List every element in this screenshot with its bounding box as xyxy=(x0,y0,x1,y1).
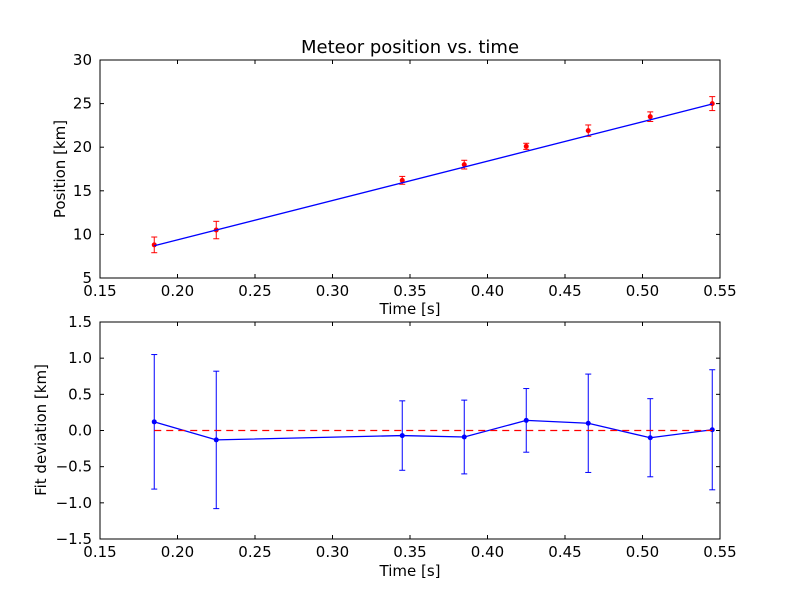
y-tick-label: 0.5 xyxy=(68,385,92,403)
data-point xyxy=(523,143,529,149)
data-point xyxy=(399,177,405,183)
y-tick-label: 0.0 xyxy=(68,422,92,440)
x-axis-label: Time [s] xyxy=(379,562,441,580)
data-point xyxy=(647,435,653,441)
position-plot: Meteor position vs. time Time [s] Positi… xyxy=(51,37,737,318)
y-axis-label: Fit deviation [km] xyxy=(32,364,50,496)
x-tick-label: 0.20 xyxy=(161,543,194,561)
y-tick-label: 5 xyxy=(82,269,92,287)
y-tick-label: 20 xyxy=(73,138,92,156)
x-tick-label: 0.20 xyxy=(161,282,194,300)
data-point xyxy=(399,433,405,439)
x-tick-label: 0.55 xyxy=(703,282,736,300)
x-tick-label: 0.25 xyxy=(238,543,271,561)
data-point xyxy=(213,437,219,443)
data-point xyxy=(461,434,467,440)
x-tick-label: 0.15 xyxy=(83,543,116,561)
data-point xyxy=(151,242,157,248)
x-tick-label: 0.55 xyxy=(703,543,736,561)
data-point xyxy=(647,114,653,120)
linear-fit-line xyxy=(154,103,713,247)
deviation-plot: Time [s] Fit deviation [km] 0.15 0.20 0.25… xyxy=(32,313,737,580)
data-point xyxy=(523,417,529,423)
x-tick-label: 0.40 xyxy=(471,543,504,561)
residuals-line xyxy=(154,419,713,441)
y-tick-label: 1.5 xyxy=(68,313,92,331)
x-tick-label: 0.45 xyxy=(548,282,581,300)
y-tick-label: 15 xyxy=(73,182,92,200)
x-tick-label: 0.30 xyxy=(316,543,349,561)
x-tick-label: 0.50 xyxy=(626,282,659,300)
data-point xyxy=(709,427,715,433)
y-tick-label: 25 xyxy=(73,95,92,113)
y-tick-label: 1.0 xyxy=(68,349,92,367)
x-tick-label: 0.35 xyxy=(393,282,426,300)
y-tick-label: −0.5 xyxy=(56,458,92,476)
x-tick-label: 0.35 xyxy=(393,543,426,561)
y-tick-label: −1.5 xyxy=(56,530,92,548)
y-tick-label: 10 xyxy=(73,225,92,243)
x-tick-label: 0.30 xyxy=(316,282,349,300)
data-point xyxy=(709,101,715,107)
x-tick-label: 0.15 xyxy=(83,282,116,300)
data-point xyxy=(151,419,157,425)
x-tick-label: 0.40 xyxy=(471,282,504,300)
x-tick-label: 0.50 xyxy=(626,543,659,561)
y-tick-label: 30 xyxy=(73,51,92,69)
chart-title: Meteor position vs. time xyxy=(301,37,519,58)
data-point xyxy=(461,162,467,168)
x-axis-label: Time [s] xyxy=(379,300,441,318)
data-point xyxy=(585,420,591,426)
y-axis-label: Position [km] xyxy=(51,120,69,218)
x-tick-label: 0.45 xyxy=(548,543,581,561)
y-tick-label: −1.0 xyxy=(56,494,92,512)
x-tick-label: 0.25 xyxy=(238,282,271,300)
data-point xyxy=(585,128,591,134)
